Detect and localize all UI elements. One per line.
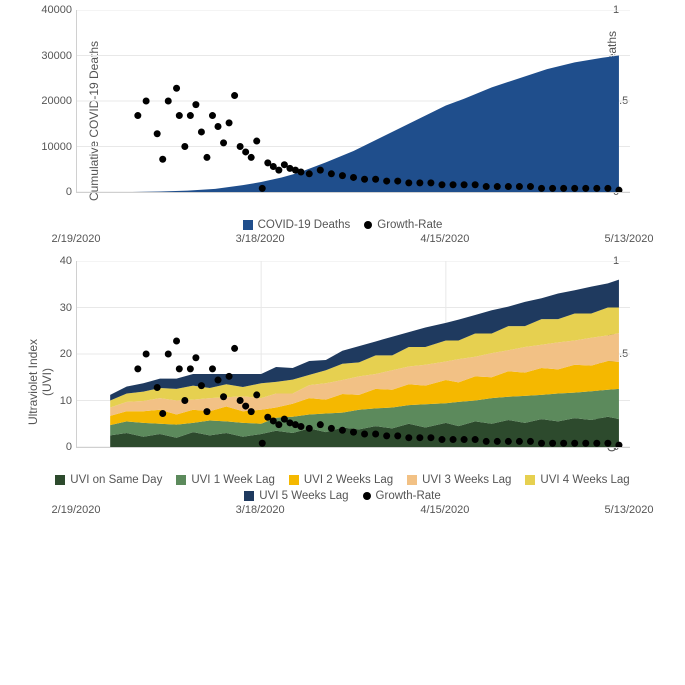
legend-item: UVI 2 Weeks Lag (289, 474, 393, 486)
chart-deaths: Cumulative COVID-19 Deaths Growth rate o… (10, 10, 675, 231)
x-ticks-1: 2/19/20203/18/20204/15/20205/13/2020 (76, 233, 609, 249)
plot-1 (76, 10, 630, 193)
legend-item: UVI on Same Day (55, 474, 162, 486)
y-left-ticks-2: 010203040 (34, 261, 74, 447)
legend-item: COVID-19 Deaths (243, 219, 351, 231)
legend-item: Growth-Rate (364, 219, 442, 231)
legend-2: UVI on Same Day UVI 1 Week Lag UVI 2 Weeks… (10, 474, 675, 502)
y-left-ticks-1: 010000200003000040000 (34, 10, 74, 192)
legend-1: COVID-19 Deaths Growth-Rate (10, 219, 675, 231)
chart-uvi: Ultraviolet Index(UVI) Growth rate ofCum… (10, 261, 675, 502)
legend-item: UVI 3 Weeks Lag (407, 474, 511, 486)
legend-item: UVI 1 Week Lag (176, 474, 275, 486)
legend-item: Growth-Rate (363, 490, 441, 502)
legend-item: UVI 5 Weeks Lag (244, 490, 348, 502)
x-ticks-2: 2/19/20203/18/20204/15/20205/13/2020 (76, 504, 609, 520)
legend-item: UVI 4 Weeks Lag (525, 474, 629, 486)
plot-2 (76, 261, 630, 448)
